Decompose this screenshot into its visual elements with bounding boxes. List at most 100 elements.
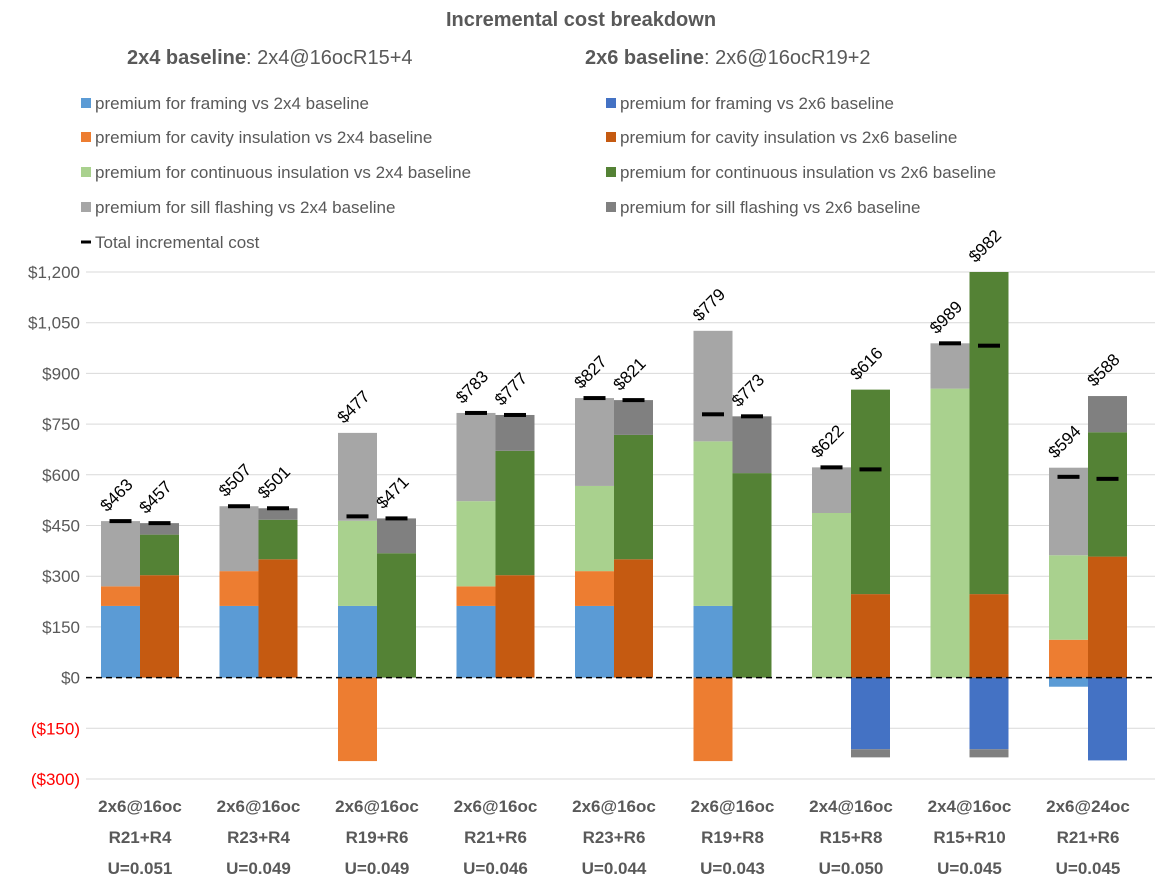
bar-stack-2x6 [969, 272, 1009, 758]
bar-segment-sill [495, 414, 535, 451]
x-category-label: 2x4@16oc [928, 797, 1012, 816]
bar-segment-ci [614, 434, 653, 560]
bar-segment-cavity [851, 594, 890, 678]
legend-swatch [606, 98, 616, 108]
total-marker [346, 514, 369, 519]
bar-stack-2x4 [101, 521, 140, 678]
data-label-total: $773 [728, 370, 768, 410]
x-category-label: U=0.045 [1056, 859, 1121, 876]
bar-segment-sill [693, 330, 733, 442]
data-label-total: $779 [689, 285, 729, 325]
x-axis: 2x6@16oc R21+R4 U=0.051 2x6@16oc R23+R4 U=0.0… [98, 797, 1130, 878]
bar-segment-cavity [614, 559, 653, 678]
chart-subtitle-left: 2x4 baseline: 2x4@16ocR15+4 [127, 47, 413, 69]
data-label-total: $821 [610, 354, 650, 394]
bar-segment-ci [732, 473, 772, 678]
total-marker [978, 343, 1000, 348]
legend-item-ci_2x4: premium for continuous insulation vs 2x4… [81, 163, 471, 182]
x-category-label: U=0.044 [582, 859, 647, 876]
legend-item-sill_2x4: premium for sill flashing vs 2x4 baselin… [81, 198, 395, 217]
bar-stack-2x4 [338, 432, 377, 762]
data-label-total: $507 [215, 460, 255, 500]
total-marker [465, 410, 487, 415]
x-category-label: R23+R6 [583, 828, 646, 847]
data-label-total: $588 [1084, 350, 1124, 390]
bar-segment-sill [377, 518, 416, 554]
x-category-label: 2x6@16oc [454, 797, 538, 816]
chart-title: Incremental cost breakdown [446, 9, 716, 31]
data-label-total: $501 [254, 462, 294, 502]
bar-segment-cavity [495, 575, 535, 678]
legend-label: premium for continuous insulation vs 2x6… [620, 163, 996, 182]
bar-segment-cavity [575, 571, 614, 606]
bar-stack-2x6 [377, 518, 416, 678]
bar-segment-sill [1088, 396, 1127, 433]
x-category-label: R15+R10 [933, 828, 1005, 847]
data-label-total: $982 [965, 226, 1005, 266]
total-marker [622, 398, 645, 403]
total-markers [109, 341, 1119, 526]
y-tick-label: $1,050 [28, 314, 80, 333]
bar-stack-2x6 [258, 508, 298, 678]
bar-segment-ci [851, 389, 890, 595]
legend-item-sill_2x6: premium for sill flashing vs 2x6 baselin… [606, 198, 920, 217]
data-label-total: $616 [847, 344, 887, 384]
x-category-label: 2x6@24oc [1046, 797, 1130, 816]
y-tick-label: $0 [61, 669, 80, 688]
data-label-total: $777 [491, 369, 531, 409]
legend-swatch [606, 202, 616, 212]
bar-segment-ci [338, 520, 377, 606]
bar-segment-cavity [258, 559, 298, 678]
x-category-label: U=0.049 [226, 859, 291, 876]
chart-subtitle-right: 2x6 baseline: 2x6@16ocR19+2 [585, 47, 871, 69]
data-label-total: $471 [373, 472, 413, 512]
legend-label: premium for cavity insulation vs 2x6 bas… [620, 128, 957, 147]
bar-segment-cavity [140, 575, 179, 678]
bar-segment-ci [377, 553, 416, 678]
x-category-label: 2x4@16oc [809, 797, 893, 816]
bar-segment-cavity [219, 571, 259, 606]
bar-segment-ci [930, 388, 970, 678]
bar-segment-sill [614, 400, 653, 435]
bar-segment-sill [101, 521, 140, 587]
data-label-total: $457 [136, 477, 176, 517]
y-axis: $1,200 $1,050 $900 $750 $600 $450 $300 $150 $0 ($… [28, 263, 80, 789]
total-marker [148, 521, 171, 526]
bar-segment-cavity [338, 677, 377, 762]
bar-segment-ci [575, 485, 614, 572]
bar-segment-cavity [101, 586, 140, 606]
legend-label: premium for cavity insulation vs 2x4 bas… [95, 128, 432, 147]
total-marker [504, 412, 526, 417]
bar-stack-2x6 [1088, 396, 1127, 761]
bar-stack-2x6 [495, 414, 535, 678]
total-marker [109, 519, 132, 524]
bar-segment-sill [1049, 467, 1088, 556]
bar-segment-sill [258, 508, 298, 520]
legend-label: Total incremental cost [95, 233, 260, 252]
x-category-label: 2x6@16oc [98, 797, 182, 816]
total-marker [741, 414, 763, 419]
legend-item-framing_2x4: premium for framing vs 2x4 baseline [81, 94, 369, 113]
bar-segment-cavity [1088, 556, 1127, 678]
legend-item-cavity_2x4: premium for cavity insulation vs 2x4 bas… [81, 128, 432, 147]
bars [101, 272, 1127, 762]
data-label-total: $594 [1045, 422, 1085, 462]
data-label-total: $477 [334, 387, 374, 427]
legend-item-cavity_2x6: premium for cavity insulation vs 2x6 bas… [606, 128, 957, 147]
bar-segment-framing [456, 605, 496, 678]
bar-segment-sill [812, 467, 851, 513]
legend-item-total: Total incremental cost [81, 233, 260, 252]
bar-segment-sill [930, 343, 970, 389]
legend-label: premium for continuous insulation vs 2x4… [95, 163, 471, 182]
bar-stack-2x4 [456, 412, 496, 678]
x-category-label: 2x6@16oc [217, 797, 301, 816]
bar-segment-sill [969, 749, 1009, 758]
bar-segment-cavity [456, 586, 496, 606]
total-marker [583, 396, 606, 401]
legend-swatch [606, 132, 616, 142]
legend-label: premium for sill flashing vs 2x4 baselin… [95, 198, 395, 217]
x-category-label: 2x6@16oc [335, 797, 419, 816]
subtitle-left-rest: : 2x4@16ocR15+4 [246, 47, 413, 69]
legend-swatch [81, 98, 91, 108]
